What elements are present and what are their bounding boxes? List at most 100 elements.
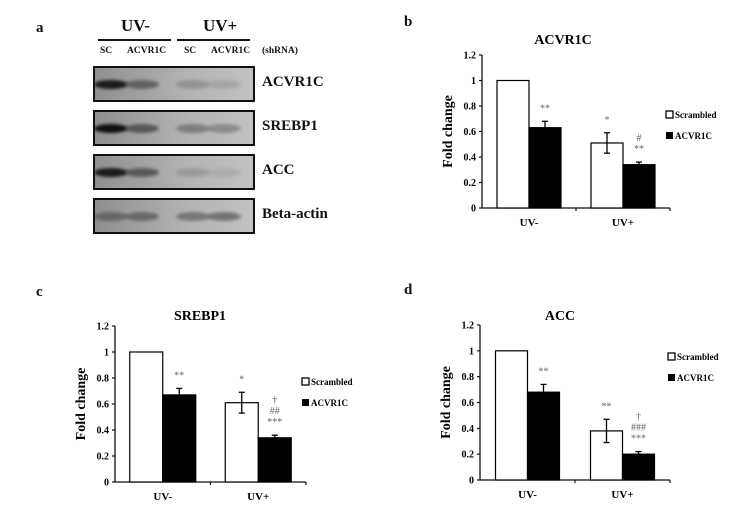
blot-beta-actin xyxy=(93,198,255,234)
y-tick-label: 0.6 xyxy=(462,398,475,409)
blot-label-srebp1: SREBP1 xyxy=(262,118,318,134)
legend-label-scrambled: Scrambled xyxy=(311,377,353,387)
group-line-uv-plus xyxy=(177,39,250,41)
legend-label-acvr1c: ACVR1C xyxy=(675,131,712,141)
y-tick-label: 0.4 xyxy=(97,426,110,437)
legend-label-acvr1c: ACVR1C xyxy=(311,398,348,408)
group-label-uv-plus: UV+ xyxy=(203,16,238,35)
blot-band xyxy=(176,212,210,221)
chart-title: ACVR1C xyxy=(534,33,592,48)
panel-label-b: b xyxy=(404,14,413,30)
bar-scrambled xyxy=(494,350,529,481)
blot-band xyxy=(176,124,210,133)
y-tick-label: 0.4 xyxy=(464,153,477,164)
y-tick-label: 1 xyxy=(469,346,474,357)
y-tick-label: 0.8 xyxy=(462,372,475,383)
legend-swatch-acvr1c xyxy=(666,132,673,139)
lane-label-3: SC xyxy=(184,46,197,56)
y-tick-label: 0 xyxy=(471,204,476,215)
bar-acvr1c xyxy=(528,127,562,209)
panel-b-chart: b ACVR1C Fold change 0 0.2 0.4 0.6 0.8 1 1.2 UV- *… xyxy=(380,10,738,250)
group-line-uv-minus xyxy=(98,39,171,41)
legend-swatch-scrambled xyxy=(667,352,676,361)
blot-band xyxy=(125,80,159,89)
legend-swatch-acvr1c xyxy=(302,399,309,406)
significance-mark: ** xyxy=(540,103,550,114)
bar-acvr1c xyxy=(622,164,656,209)
significance-mark: ** xyxy=(602,401,612,412)
lane-label-2: ACVR1C xyxy=(127,46,167,56)
significance-mark: ### xyxy=(631,423,646,434)
y-tick-label: 0.2 xyxy=(462,450,475,461)
chart-title: SREBP1 xyxy=(174,309,226,324)
y-tick-label: 0.8 xyxy=(464,102,477,113)
y-tick-label: 1 xyxy=(471,76,476,87)
blot-band xyxy=(207,80,241,89)
panel-label-c: c xyxy=(36,284,43,300)
blot-label-beta-actin: Beta-actin xyxy=(262,206,328,222)
x-tick-label: UV+ xyxy=(611,489,633,501)
shrna-label: (shRNA) xyxy=(262,46,298,56)
significance-mark: * xyxy=(605,115,610,126)
y-tick-label: 0.6 xyxy=(97,400,110,411)
significance-mark: *** xyxy=(267,417,282,428)
chart-svg: SREBP1 Fold change 0 0.2 0.4 0.6 0.8 1 1.2 UV- ** U… xyxy=(74,309,353,503)
y-axis-label: Fold change xyxy=(74,368,89,441)
x-tick-label: UV- xyxy=(518,489,537,501)
y-tick-label: 0.2 xyxy=(97,452,110,463)
chart-title: ACC xyxy=(545,309,575,324)
legend-swatch-scrambled xyxy=(301,377,310,386)
y-tick-label: 1.2 xyxy=(97,322,110,333)
panel-label-d: d xyxy=(404,282,413,298)
blot-label-acc: ACC xyxy=(262,162,295,178)
x-tick-label: UV- xyxy=(520,217,539,229)
bar-acvr1c xyxy=(621,453,656,481)
y-tick-label: 1.2 xyxy=(464,51,477,62)
blot-band xyxy=(125,124,159,133)
legend-swatch-scrambled xyxy=(665,110,674,119)
panel-c-chart: c SREBP1 Fold change 0 0.2 0.4 0.6 0.8 1 1.2 UV- *… xyxy=(20,270,378,514)
x-tick-label: UV+ xyxy=(247,491,269,503)
blot-acvr1c xyxy=(93,66,255,102)
blot-acc xyxy=(93,154,255,190)
y-axis-label: Fold change xyxy=(441,95,456,168)
chart-svg: ACVR1C Fold change 0 0.2 0.4 0.6 0.8 1 1.2 UV- ** U… xyxy=(441,33,717,229)
blot-band xyxy=(176,80,210,89)
blot-band xyxy=(176,168,210,177)
y-tick-label: 0.2 xyxy=(464,178,477,189)
y-tick-label: 1.2 xyxy=(462,321,475,332)
group-label-uv-minus: UV- xyxy=(121,16,150,35)
blot-band xyxy=(207,124,241,133)
significance-mark: * xyxy=(239,374,244,385)
blot-band xyxy=(125,212,159,221)
bar-acvr1c xyxy=(162,394,197,483)
significance-mark: ## xyxy=(270,406,280,417)
legend-label-scrambled: Scrambled xyxy=(675,110,717,120)
bar-acvr1c xyxy=(257,437,292,483)
y-tick-label: 0.8 xyxy=(97,374,110,385)
blot-label-acvr1c: ACVR1C xyxy=(262,74,324,90)
bar-scrambled xyxy=(129,351,164,483)
legend-swatch-acvr1c xyxy=(668,374,675,381)
significance-mark: ** xyxy=(539,366,549,377)
significance-mark: ** xyxy=(634,144,644,155)
panel-label-a: a xyxy=(36,20,44,36)
blot-srebp1 xyxy=(93,110,255,146)
legend-label-acvr1c: ACVR1C xyxy=(677,373,714,383)
x-tick-label: UV- xyxy=(153,491,172,503)
significance-mark: † xyxy=(272,395,277,406)
significance-mark: # xyxy=(637,133,642,144)
bar-scrambled xyxy=(496,79,530,209)
blot-band xyxy=(207,168,241,177)
bar-scrambled xyxy=(224,402,259,483)
legend-label-scrambled: Scrambled xyxy=(677,352,719,362)
blot-band xyxy=(95,80,128,89)
lane-label-4: ACVR1C xyxy=(211,46,251,56)
panel-d-chart: d ACC Fold change 0 0.2 0.4 0.6 0.8 1 1.2 UV- ** UV… xyxy=(380,270,738,514)
lane-label-1: SC xyxy=(100,46,113,56)
y-tick-label: 0.6 xyxy=(464,127,477,138)
bar-acvr1c xyxy=(526,391,561,481)
blot-band xyxy=(95,124,128,133)
y-tick-label: 0.4 xyxy=(462,424,475,435)
blot-band xyxy=(125,168,159,177)
